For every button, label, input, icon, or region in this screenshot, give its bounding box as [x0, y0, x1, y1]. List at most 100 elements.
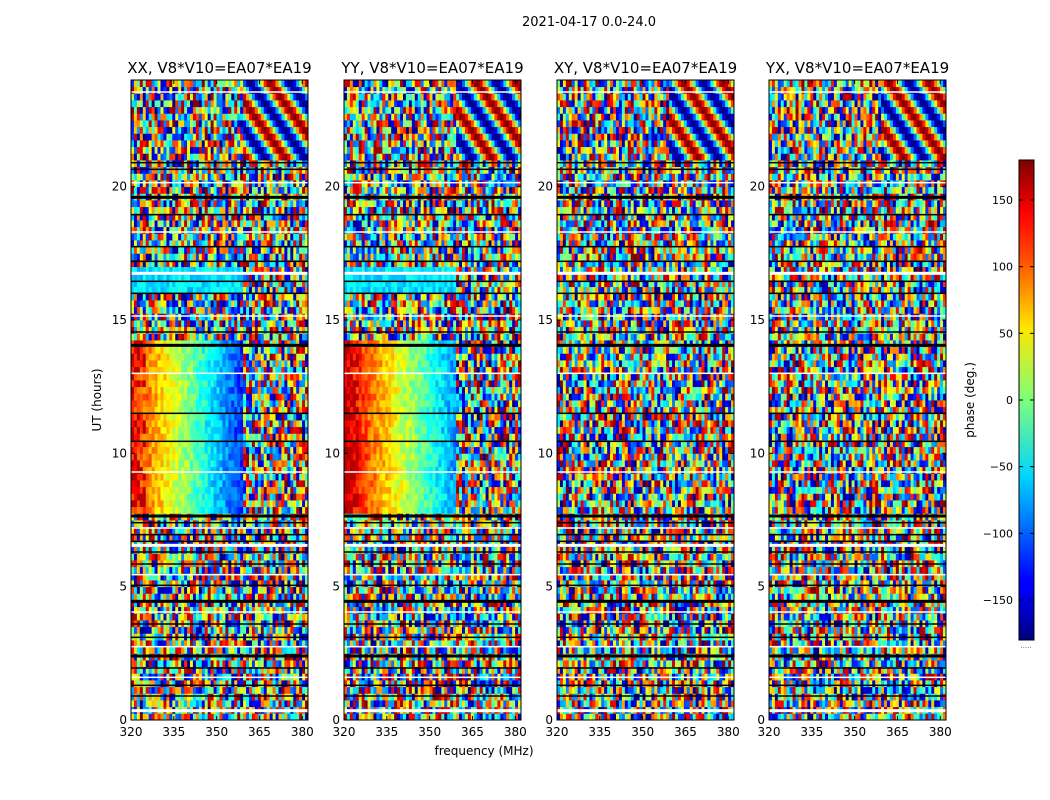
heatmap-cell — [287, 333, 291, 341]
heatmap-cell — [166, 600, 170, 608]
heatmap-cell — [263, 173, 268, 181]
heatmap-cell — [293, 293, 297, 301]
heatmap-cell — [198, 280, 203, 288]
heatmap-cell — [237, 313, 241, 321]
heatmap-cell — [269, 506, 273, 514]
heatmap-cell — [136, 320, 141, 328]
heatmap-cell — [257, 340, 262, 348]
heatmap-cell — [133, 420, 138, 428]
heatmap-cell — [184, 406, 188, 414]
heatmap-cell — [154, 480, 158, 488]
heatmap-cell — [254, 400, 259, 408]
heatmap-cell — [290, 460, 294, 468]
heatmap-cell — [222, 373, 226, 381]
heatmap-cell — [263, 366, 268, 374]
heatmap-cell — [172, 526, 176, 534]
heatmap-cell — [216, 646, 220, 654]
heatmap-cell — [148, 693, 153, 701]
heatmap-cell — [246, 240, 250, 248]
heatmap-cell — [225, 226, 229, 234]
heatmap-cell — [269, 360, 273, 368]
heatmap-cell — [272, 600, 276, 608]
heatmap-cell — [278, 366, 282, 374]
heatmap-cell — [133, 306, 138, 314]
heatmap-cell — [151, 473, 155, 481]
heatmap-cell — [172, 293, 176, 301]
heatmap-cell — [287, 506, 291, 514]
heatmap-cell — [305, 573, 309, 581]
heatmap-cell — [275, 186, 279, 194]
heatmap-cell — [198, 573, 203, 581]
heatmap-cell — [237, 220, 241, 228]
heatmap-cell — [142, 173, 147, 181]
heatmap-cell — [240, 600, 244, 608]
heatmap-cell — [257, 393, 262, 401]
heatmap-cell — [133, 713, 138, 721]
heatmap-cell — [198, 613, 203, 621]
heatmap-cell — [243, 340, 247, 348]
heatmap-cell — [305, 466, 309, 474]
heatmap-cell — [151, 593, 155, 601]
heatmap-cell — [207, 200, 212, 208]
heatmap-cell — [299, 613, 303, 621]
heatmap-cell — [260, 433, 265, 441]
heatmap-cell — [234, 400, 238, 408]
heatmap-cell — [296, 553, 300, 561]
heatmap-cell — [219, 173, 223, 181]
heatmap-cell — [287, 480, 291, 488]
heatmap-cell — [269, 400, 273, 408]
heatmap-cell — [260, 400, 265, 408]
heatmap-cell — [184, 466, 188, 474]
heatmap-cell — [251, 446, 256, 454]
heatmap-cell — [240, 593, 244, 601]
heatmap-cell — [166, 320, 170, 328]
heatmap-cell — [225, 460, 229, 468]
heatmap-cell — [296, 593, 300, 601]
heatmap-cell — [281, 260, 285, 268]
heatmap-cell — [187, 166, 191, 174]
heatmap-cell — [299, 566, 303, 574]
heatmap-cell — [302, 666, 306, 674]
heatmap-cell — [213, 553, 217, 561]
heatmap-cell — [145, 526, 150, 534]
heatmap-cell — [198, 540, 203, 548]
heatmap-cell — [263, 626, 268, 634]
heatmap-cell — [195, 466, 200, 474]
heatmap-cell — [302, 273, 306, 281]
heatmap-cell — [192, 373, 197, 381]
heatmap-cell — [263, 293, 268, 301]
heatmap-cell — [151, 373, 155, 381]
heatmap-cell — [251, 186, 256, 194]
heatmap-cell — [178, 420, 182, 428]
heatmap-cell — [201, 660, 206, 668]
heatmap-cell — [266, 253, 271, 261]
heatmap-cell — [190, 286, 194, 294]
heatmap-cell — [216, 626, 220, 634]
heatmap-cell — [145, 313, 150, 321]
heatmap-cell — [260, 286, 265, 294]
heatmap-cell — [198, 413, 203, 421]
heatmap-cell — [131, 480, 135, 488]
heatmap-cell — [260, 273, 265, 281]
heatmap-cell — [151, 406, 155, 414]
heatmap-cell — [263, 386, 268, 394]
heatmap-cell — [213, 626, 217, 634]
heatmap-cell — [187, 206, 191, 214]
heatmap-cell — [172, 346, 176, 354]
heatmap-cell — [284, 600, 288, 608]
heatmap-cell — [269, 700, 273, 708]
heatmap-cell — [145, 566, 150, 574]
heatmap-cell — [192, 606, 197, 614]
heatmap-cell — [222, 186, 226, 194]
heatmap-cell — [222, 213, 226, 221]
heatmap-cell — [198, 586, 203, 594]
heatmap-cell — [222, 353, 226, 361]
heatmap-cell — [228, 413, 232, 421]
heatmap-cell — [145, 640, 150, 648]
heatmap-cell — [184, 493, 188, 501]
heatmap-cell — [296, 500, 300, 508]
heatmap-cell — [231, 180, 235, 188]
heatmap-cell — [234, 406, 238, 414]
heatmap-cell — [216, 500, 220, 508]
heatmap-cell — [169, 406, 173, 414]
